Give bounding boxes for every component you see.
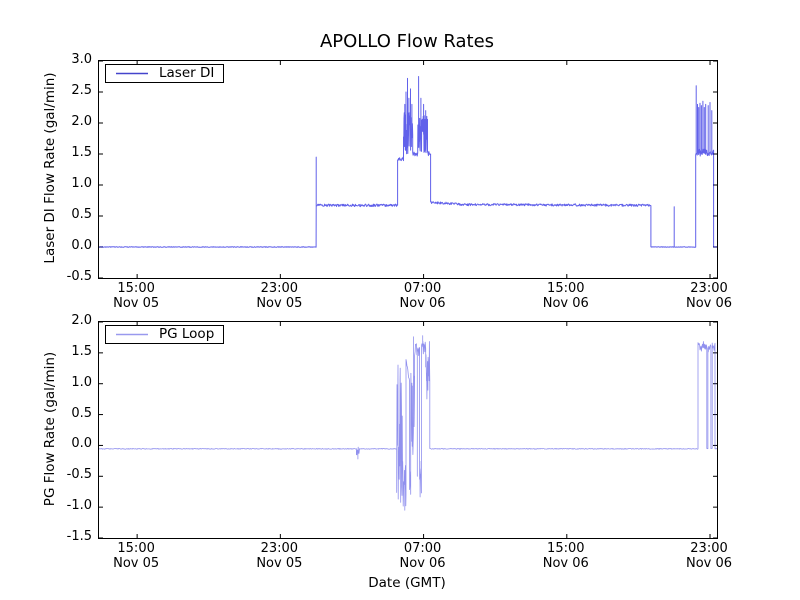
y-tick-label: 2.0 [71, 313, 92, 328]
bottom-plot-area: PG Loop [98, 321, 718, 539]
x-tick-time-label: 23:00 [690, 541, 728, 556]
y-tick-label: 2.5 [71, 83, 92, 98]
y-tick-label: -0.5 [66, 269, 92, 284]
y-tick-label: 1.0 [71, 374, 92, 390]
tick-marks [99, 322, 717, 538]
y-tick-label: 0.0 [71, 436, 92, 452]
y-tick-label: 1.5 [71, 145, 92, 160]
top-plot-area: Laser DI [98, 60, 718, 279]
bottom-plot-canvas [99, 322, 717, 538]
x-tick-time-label: 07:00 [403, 281, 442, 296]
top-legend: Laser DI [105, 64, 225, 83]
y-tick-label: -1.5 [66, 529, 92, 544]
x-tick-time-label: 15:00 [117, 541, 155, 556]
x-tick-date-label: Nov 05 [256, 556, 303, 571]
top-plot-canvas [99, 61, 717, 278]
legend-line-sample [116, 72, 148, 75]
x-tick-time-label: 23:00 [260, 281, 299, 296]
x-tick-date-label: Nov 06 [685, 296, 733, 311]
top-legend-label: Laser DI [159, 65, 215, 81]
y-tick-label: -1.0 [66, 498, 92, 514]
chart-title: APOLLO Flow Rates [319, 31, 495, 52]
bottom-legend: PG Loop [105, 325, 225, 344]
y-tick-label: 0.5 [71, 207, 92, 222]
x-tick-time-label: 15:00 [117, 281, 155, 296]
x-tick-date-label: Nov 06 [542, 556, 589, 571]
bottom-legend-label: PG Loop [159, 326, 215, 342]
x-tick-time-label: 15:00 [547, 541, 585, 556]
y-tick-label: 0.5 [71, 405, 92, 421]
x-tick-date-label: Nov 05 [256, 296, 303, 311]
y-tick-label: 3.0 [71, 52, 92, 67]
x-tick-time-label: 15:00 [547, 281, 585, 296]
y-tick-label: 0.0 [71, 238, 92, 253]
y-tick-label: 2.0 [71, 114, 92, 129]
x-tick-time-label: 07:00 [403, 541, 442, 556]
y-tick-label: -0.5 [66, 467, 92, 483]
x-tick-date-label: Nov 06 [399, 556, 446, 571]
x-tick-time-label: 23:00 [690, 281, 728, 296]
x-axis-label: Date (GMT) [368, 575, 446, 591]
legend-line-sample [116, 333, 148, 336]
x-tick-date-label: Nov 06 [399, 296, 446, 311]
x-tick-time-label: 23:00 [260, 541, 299, 556]
x-tick-date-label: Nov 06 [542, 296, 589, 311]
top-y-axis-label: Laser DI Flow Rate (gal/min) [42, 72, 58, 264]
laser-di-line [99, 76, 717, 248]
x-tick-date-label: Nov 05 [113, 296, 160, 311]
x-tick-date-label: Nov 06 [685, 556, 733, 571]
y-tick-label: 1.5 [71, 343, 92, 359]
pg-loop-line [99, 335, 717, 511]
x-tick-date-label: Nov 05 [113, 556, 160, 571]
y-tick-label: 1.0 [71, 176, 92, 191]
